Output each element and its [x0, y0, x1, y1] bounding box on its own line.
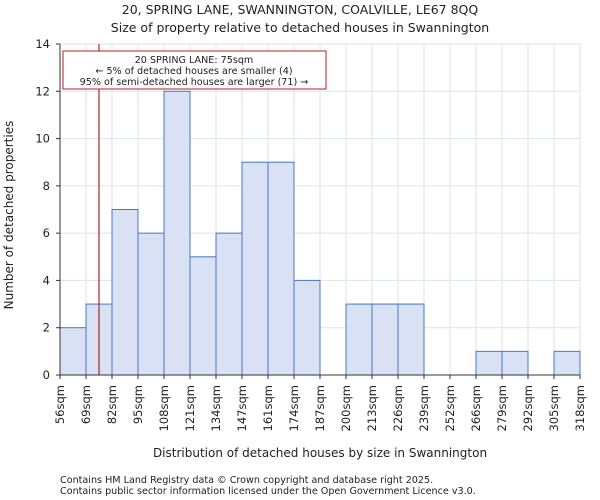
x-tick-label: 226sqm	[391, 385, 405, 431]
chart-subtitle: Size of property relative to detached ho…	[111, 20, 489, 35]
y-tick-label: 4	[43, 273, 50, 287]
bar	[501, 350, 529, 376]
annotation-box: 20 SPRING LANE: 75sqm ← 5% of detached h…	[62, 50, 327, 90]
bar	[371, 303, 399, 376]
x-tick-label: 56sqm	[53, 385, 67, 424]
y-tick-labels: 0 2 4 6 8 10 12 14	[35, 37, 60, 382]
bar	[163, 90, 191, 376]
x-tick-label: 187sqm	[313, 385, 327, 431]
bar	[111, 209, 139, 376]
x-axis-label: Distribution of detached houses by size …	[153, 446, 487, 460]
x-tick-label: 161sqm	[261, 385, 275, 431]
footer-line-2: Contains public sector information licen…	[60, 486, 476, 497]
x-tick-labels: 56sqm 69sqm 82sqm 95sqm 108sqm 121sqm 134sqm 14…	[53, 375, 587, 431]
y-tick-label: 8	[43, 179, 50, 193]
bars	[59, 90, 581, 376]
x-tick-label: 318sqm	[573, 385, 587, 431]
x-tick-label: 213sqm	[365, 385, 379, 431]
chart-title: 20, SPRING LANE, SWANNINGTON, COALVILLE,…	[122, 2, 479, 17]
annotation-line-1: 20 SPRING LANE: 75sqm	[135, 55, 254, 66]
bar	[137, 232, 165, 376]
x-tick-label: 95sqm	[131, 385, 145, 424]
x-tick-label: 174sqm	[287, 385, 301, 431]
x-tick-label: 121sqm	[183, 385, 197, 431]
x-tick-label: 239sqm	[417, 385, 431, 431]
x-tick-label: 305sqm	[547, 385, 561, 431]
y-tick-label: 12	[35, 84, 50, 98]
bar	[553, 350, 581, 376]
x-tick-label: 69sqm	[79, 385, 93, 424]
bar	[241, 161, 269, 376]
bar	[475, 350, 503, 376]
y-tick-label: 14	[35, 37, 50, 51]
y-tick-label: 10	[35, 132, 50, 146]
x-tick-label: 292sqm	[521, 385, 535, 431]
bar	[215, 232, 243, 376]
x-tick-label: 279sqm	[495, 385, 509, 431]
x-tick-label: 147sqm	[235, 385, 249, 431]
y-tick-label: 0	[43, 368, 50, 382]
annotation-border	[62, 50, 327, 90]
x-tick-label: 134sqm	[209, 385, 223, 431]
x-tick-label: 252sqm	[443, 385, 457, 431]
x-tick-label: 82sqm	[105, 385, 119, 424]
x-tick-label: 108sqm	[157, 385, 171, 431]
bar	[59, 327, 87, 376]
footer-line-1: Contains HM Land Registry data © Crown c…	[60, 475, 433, 486]
x-tick-label: 266sqm	[469, 385, 483, 431]
annotation-line-3: 95% of semi-detached houses are larger (…	[80, 77, 309, 88]
bar	[397, 303, 425, 376]
bar	[345, 303, 373, 376]
y-tick-label: 2	[43, 321, 50, 335]
y-axis-label: Number of detached properties	[2, 121, 16, 310]
y-tick-label: 6	[43, 226, 50, 240]
bar	[189, 256, 217, 376]
bar	[267, 161, 295, 376]
bar	[293, 279, 321, 376]
annotation-line-2: ← 5% of detached houses are smaller (4)	[95, 66, 292, 77]
x-tick-label: 200sqm	[339, 385, 353, 431]
